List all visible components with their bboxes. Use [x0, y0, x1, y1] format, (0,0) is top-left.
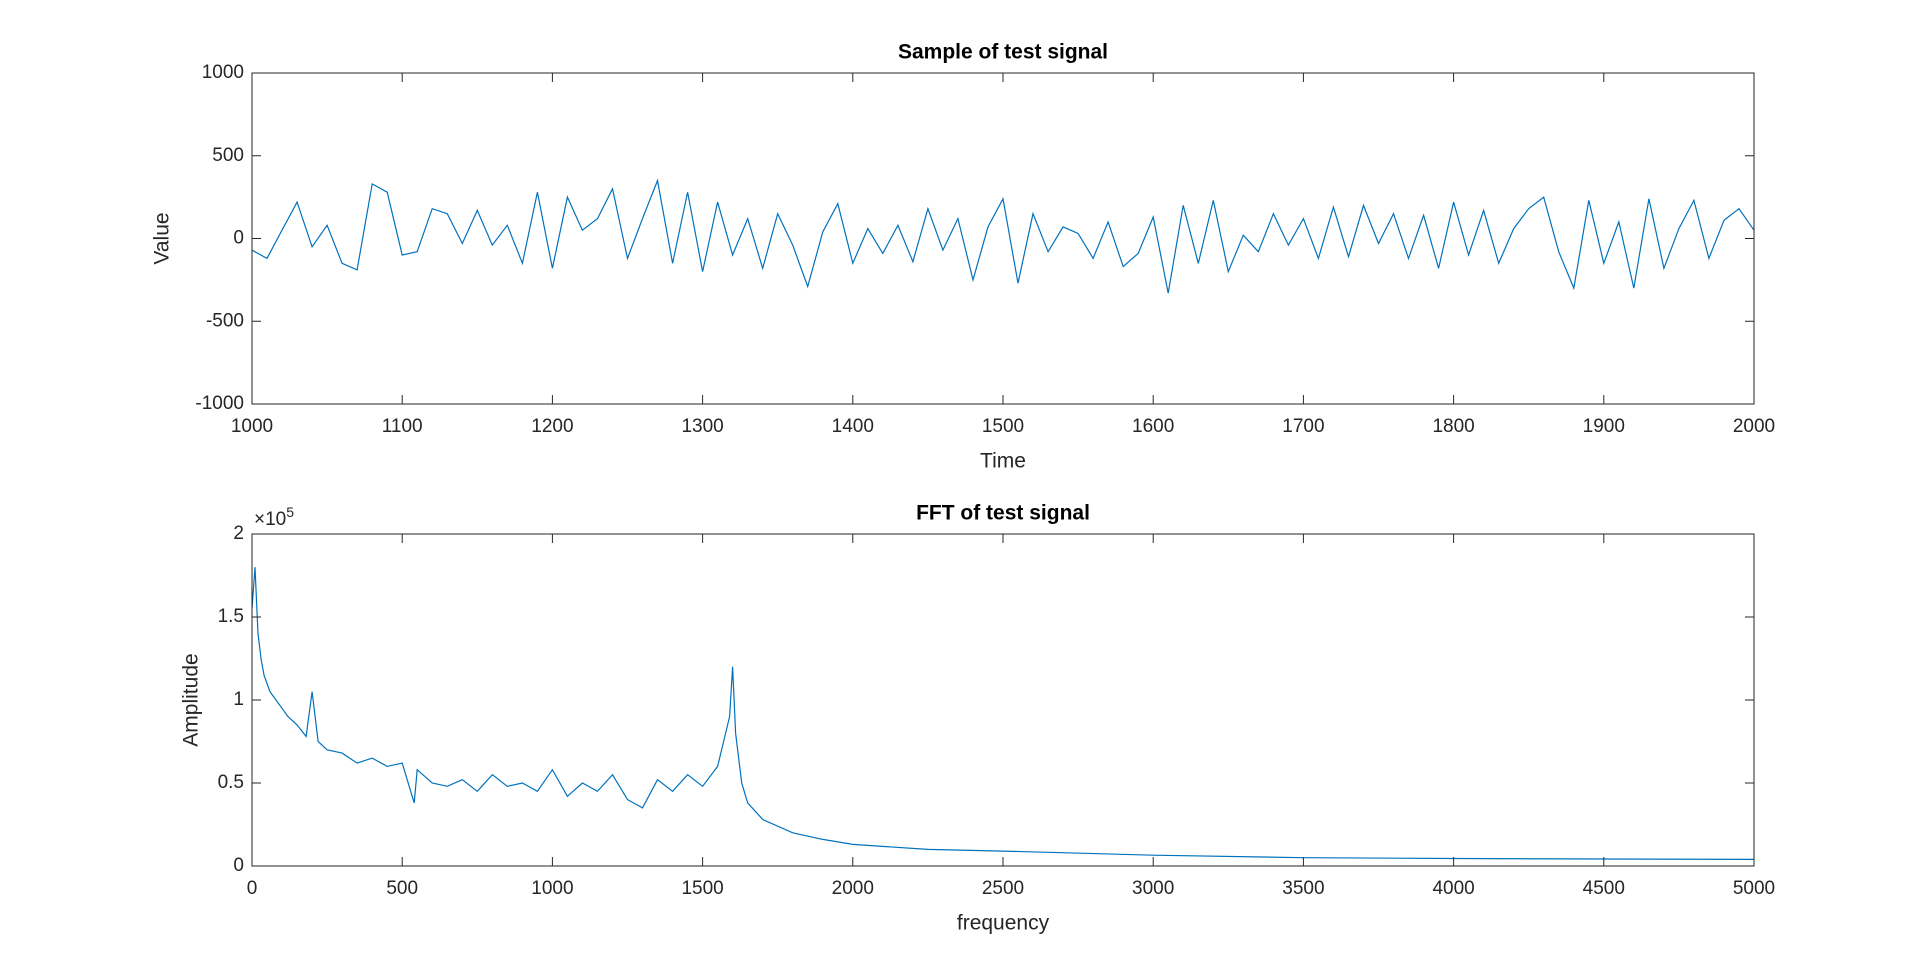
subplot: 1000 1100 1200 1300 1400 1500 1600 1700 1800 1900… [151, 41, 1776, 473]
y-axis-label: Value [151, 212, 174, 264]
y-tick-label: 0 [233, 228, 244, 249]
y-tick-label: 1000 [202, 62, 244, 83]
y-axis-label: Amplitude [180, 653, 203, 746]
y-tick-label: 0 [233, 855, 244, 876]
multiplier-exponent: 5 [286, 504, 294, 520]
x-tick-label: 1300 [681, 416, 723, 437]
x-tick-label: 1700 [1282, 416, 1324, 437]
x-tick-label: 0 [247, 878, 258, 899]
axes-background [252, 73, 1754, 404]
chart-title: Sample of test signal [898, 41, 1108, 64]
x-tick-label: 3500 [1282, 878, 1324, 899]
x-tick-label: 2000 [1733, 416, 1775, 437]
y-tick-label: 500 [212, 145, 244, 166]
axis-multiplier: ×105 [254, 504, 294, 530]
x-tick-label: 4500 [1583, 878, 1625, 899]
chart-title: FFT of test signal [916, 502, 1090, 525]
subplot: 0 500 1000 1500 2000 2500 3000 3500 4000 4500 5000… [180, 502, 1776, 935]
x-tick-label: 1600 [1132, 416, 1174, 437]
x-tick-label: 1900 [1583, 416, 1625, 437]
x-tick-label: 1200 [531, 416, 573, 437]
axes-background [252, 534, 1754, 866]
x-tick-label: 500 [386, 878, 418, 899]
x-tick-label: 1800 [1432, 416, 1474, 437]
x-tick-label: 1500 [681, 878, 723, 899]
x-tick-label: 4000 [1432, 878, 1474, 899]
x-tick-label: 2000 [832, 878, 874, 899]
signal-line [251, 567, 1755, 860]
y-tick-label: 1 [233, 689, 244, 710]
x-tick-label: 1100 [382, 416, 423, 437]
x-tick-label: 1500 [982, 416, 1024, 437]
y-tick-label: -500 [206, 310, 244, 331]
y-tick-label: -1000 [195, 393, 244, 414]
y-tick-label: 2 [233, 523, 244, 544]
x-tick-label: 5000 [1733, 878, 1775, 899]
x-axis-label: frequency [957, 912, 1050, 935]
multiplier-base: ×10 [254, 509, 286, 530]
y-tick-label: 0.5 [218, 772, 244, 793]
x-tick-label: 3000 [1132, 878, 1174, 899]
signal-line [251, 178, 1755, 294]
x-tick-label: 1400 [832, 416, 874, 437]
x-tick-label: 1000 [531, 878, 573, 899]
x-tick-label: 1000 [231, 416, 273, 437]
y-tick-label: 1.5 [218, 606, 244, 627]
x-tick-label: 2500 [982, 878, 1024, 899]
x-axis-label: Time [980, 450, 1026, 473]
